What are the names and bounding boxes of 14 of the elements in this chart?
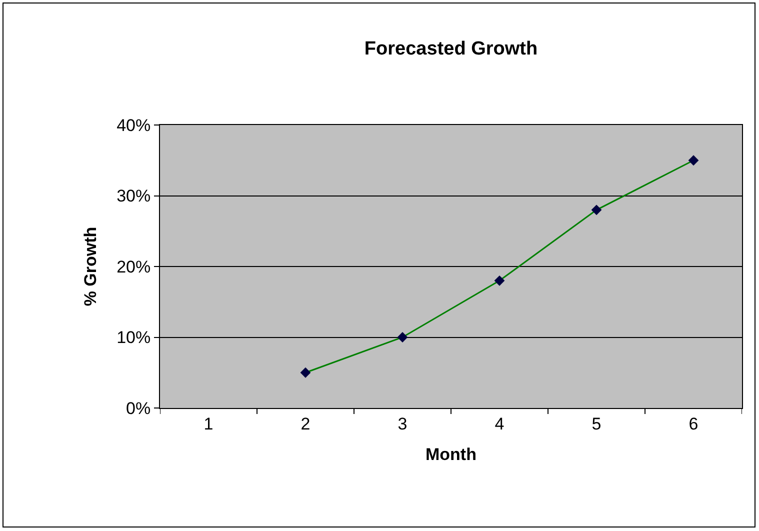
- x-tick-label: 6: [688, 414, 698, 434]
- y-tick-label: 20%: [116, 257, 151, 276]
- y-tick-label: 10%: [116, 328, 151, 348]
- chart-title: Forecasted Growth: [364, 38, 538, 60]
- x-tick-label: 3: [398, 414, 408, 434]
- x-axis-title: Month: [426, 444, 476, 464]
- y-tick-label: 30%: [116, 186, 151, 206]
- y-axis-title: % Growth: [81, 226, 100, 306]
- x-tick-label: 1: [204, 414, 214, 434]
- y-tick-label: 40%: [116, 116, 151, 135]
- x-tick-label: 2: [300, 414, 310, 434]
- y-tick-label: 0%: [126, 398, 151, 418]
- x-tick-label: 4: [494, 414, 504, 434]
- x-tick-label: 5: [592, 414, 602, 434]
